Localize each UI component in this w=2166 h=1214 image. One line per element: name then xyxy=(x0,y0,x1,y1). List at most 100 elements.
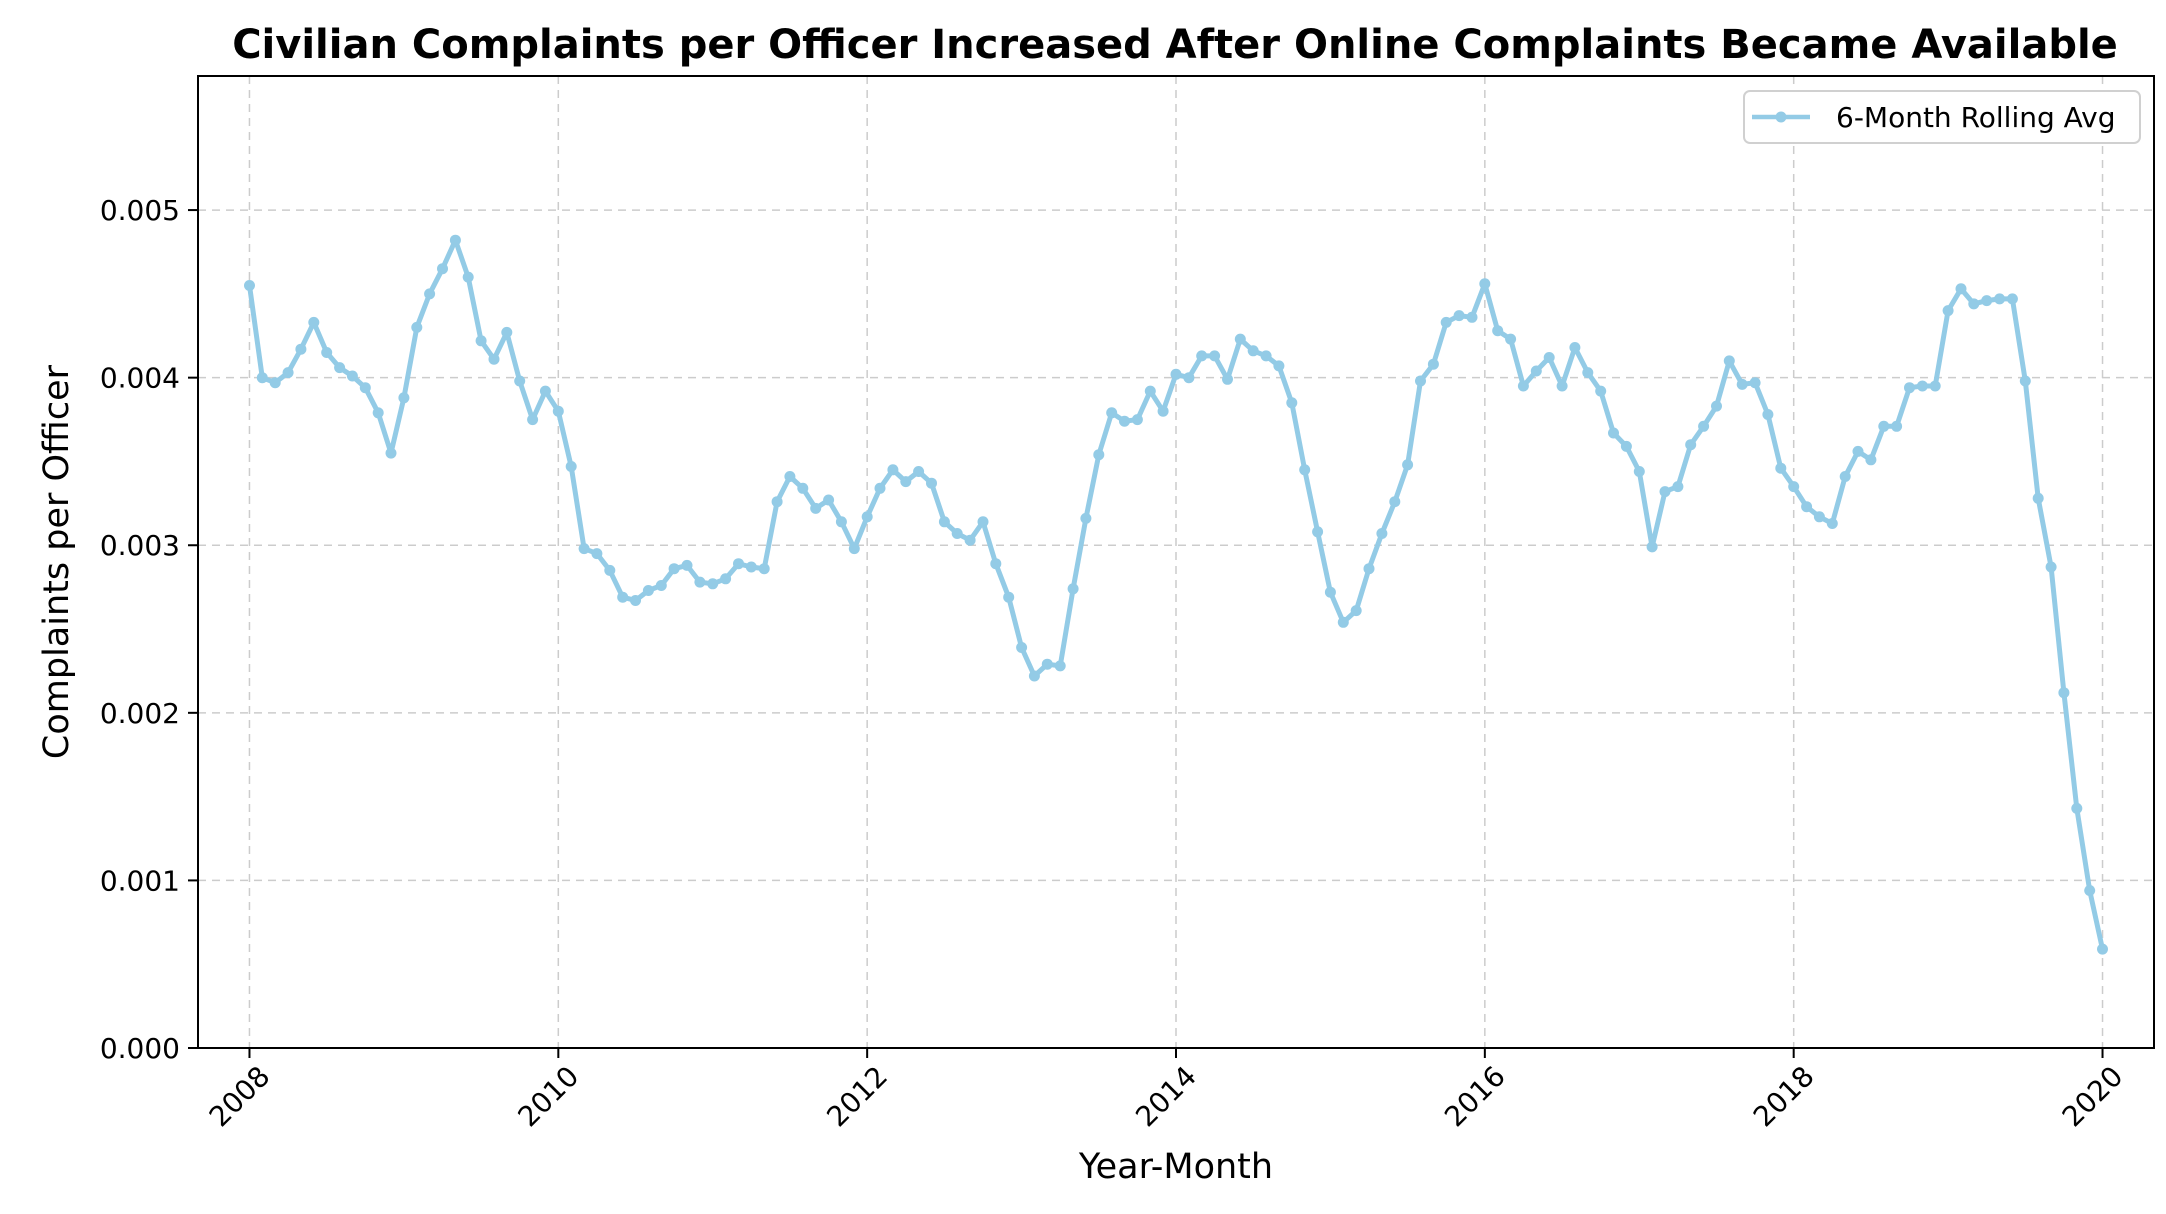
data-point xyxy=(617,591,629,603)
data-point xyxy=(1582,367,1594,379)
y-tick-label: 0.003 xyxy=(100,529,180,562)
data-point xyxy=(321,347,333,358)
data-point xyxy=(655,580,667,591)
data-point xyxy=(1569,342,1581,353)
data-point xyxy=(1119,415,1130,427)
data-point xyxy=(1852,445,1864,457)
data-point xyxy=(758,563,770,575)
y-tick-label: 0.004 xyxy=(100,362,180,395)
data-point xyxy=(514,375,526,387)
data-point xyxy=(1839,471,1851,482)
data-point xyxy=(1955,283,1967,295)
data-point xyxy=(282,367,294,379)
data-point xyxy=(1003,591,1015,603)
data-point xyxy=(681,559,693,571)
data-point xyxy=(1826,518,1838,529)
data-point xyxy=(1543,352,1555,363)
data-point xyxy=(1556,380,1568,392)
x-tick-label: 2014 xyxy=(1129,1060,1203,1134)
data-point xyxy=(1994,293,2006,305)
data-point xyxy=(1505,333,1517,345)
data-point xyxy=(2058,687,2070,699)
data-point xyxy=(1286,397,1298,409)
data-point xyxy=(372,407,384,419)
data-point xyxy=(1698,420,1710,432)
data-point xyxy=(900,476,912,488)
y-tick-label: 0.005 xyxy=(100,194,180,227)
data-point xyxy=(501,326,513,338)
x-tick-label: 2016 xyxy=(1438,1060,1512,1134)
data-point xyxy=(1260,350,1272,362)
data-point xyxy=(1453,310,1465,322)
data-point xyxy=(642,585,654,596)
data-point xyxy=(874,482,886,494)
data-point xyxy=(1016,642,1028,653)
legend: 6-Month Rolling Avg xyxy=(1743,90,2141,144)
data-point xyxy=(1376,528,1388,539)
data-point xyxy=(2006,293,2018,305)
data-point xyxy=(2045,561,2057,573)
data-point xyxy=(938,516,950,528)
data-point xyxy=(1723,355,1735,367)
x-tick-label: 2010 xyxy=(512,1060,586,1134)
data-point xyxy=(1813,511,1825,523)
data-point xyxy=(475,335,487,347)
data-point xyxy=(1492,325,1504,337)
data-point xyxy=(1222,373,1233,385)
data-point xyxy=(861,511,873,523)
data-point xyxy=(1389,496,1401,508)
data-point xyxy=(539,385,551,397)
data-point xyxy=(848,543,860,555)
grid xyxy=(198,76,2154,1049)
data-point xyxy=(1080,512,1092,524)
data-point xyxy=(1904,382,1915,394)
data-point xyxy=(1981,295,1993,307)
data-point xyxy=(449,234,461,246)
x-tick-label: 2012 xyxy=(820,1060,894,1134)
data-point xyxy=(359,382,371,394)
x-tick-label: 2020 xyxy=(2056,1060,2130,1134)
y-tick-label: 0.000 xyxy=(100,1032,180,1065)
data-point xyxy=(1659,486,1671,498)
data-point xyxy=(810,502,822,514)
data-point xyxy=(1620,440,1632,452)
data-point xyxy=(1170,368,1182,380)
data-point xyxy=(2097,943,2108,955)
data-point xyxy=(462,271,474,283)
data-point xyxy=(398,392,410,404)
data-point xyxy=(951,528,963,539)
data-point xyxy=(1749,377,1761,389)
data-point xyxy=(578,543,590,555)
data-point xyxy=(784,471,796,482)
y-tick-label: 0.001 xyxy=(100,864,180,897)
data-point xyxy=(1878,420,1890,432)
data-point xyxy=(308,316,320,328)
data-point xyxy=(1929,380,1941,392)
data-point xyxy=(565,461,577,472)
data-point xyxy=(1711,400,1722,412)
data-point xyxy=(1608,427,1619,439)
y-tick-label: 0.002 xyxy=(100,697,180,730)
legend-label: 6-Month Rolling Avg xyxy=(1836,101,2116,134)
data-point xyxy=(720,573,732,585)
data-point xyxy=(926,477,937,489)
data-point xyxy=(411,321,423,333)
data-point xyxy=(1672,481,1684,493)
data-point xyxy=(1144,385,1156,397)
data-point xyxy=(424,288,436,300)
data-point xyxy=(745,561,757,573)
data-point xyxy=(990,558,1002,570)
data-point xyxy=(437,263,448,275)
data-point xyxy=(1942,305,1954,317)
data-point xyxy=(1788,481,1800,493)
chart-title: Civilian Complaints per Officer Increase… xyxy=(232,22,2118,68)
data-point xyxy=(707,578,719,590)
data-point xyxy=(1479,278,1491,290)
data-point xyxy=(694,576,706,588)
data-point xyxy=(604,564,616,576)
data-point xyxy=(733,558,744,570)
data-point xyxy=(1054,660,1066,672)
series-points xyxy=(244,234,2108,955)
data-point xyxy=(668,563,680,575)
